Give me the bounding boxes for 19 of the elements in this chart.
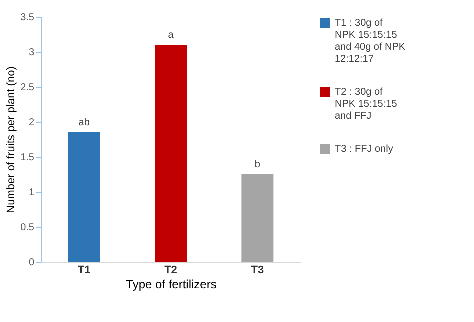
legend-label: T3 : FFJ only: [335, 144, 394, 155]
y-tick-label: 3.5: [20, 12, 35, 24]
y-tick-label: 0: [28, 258, 35, 268]
x-axis-title: Type of fertilizers: [126, 278, 217, 292]
y-tick-label: 1: [28, 188, 35, 198]
y-tick-label: 2: [28, 118, 35, 128]
y-tick-label: 3: [28, 48, 35, 58]
y-tick-label: 1.5: [20, 152, 35, 164]
y-tick-label: 0.5: [20, 222, 35, 234]
legend-label: T2 : 30g of NPK 15:15:15 and FFJ: [335, 87, 398, 122]
x-tick-label: T2: [164, 264, 178, 276]
data-label: a: [168, 30, 174, 41]
legend-label: T1 : 30g of NPK 15:15:15 and 40g of NPK 12:12:17: [335, 18, 406, 65]
x-tick-label: T3: [251, 264, 264, 276]
y-tick-label: 2.5: [20, 82, 35, 94]
y-axis-title: Number of fruits per plant (no): [6, 66, 18, 214]
data-label: ab: [78, 118, 90, 128]
x-tick-label: T1: [78, 264, 91, 276]
data-label: b: [254, 160, 261, 170]
